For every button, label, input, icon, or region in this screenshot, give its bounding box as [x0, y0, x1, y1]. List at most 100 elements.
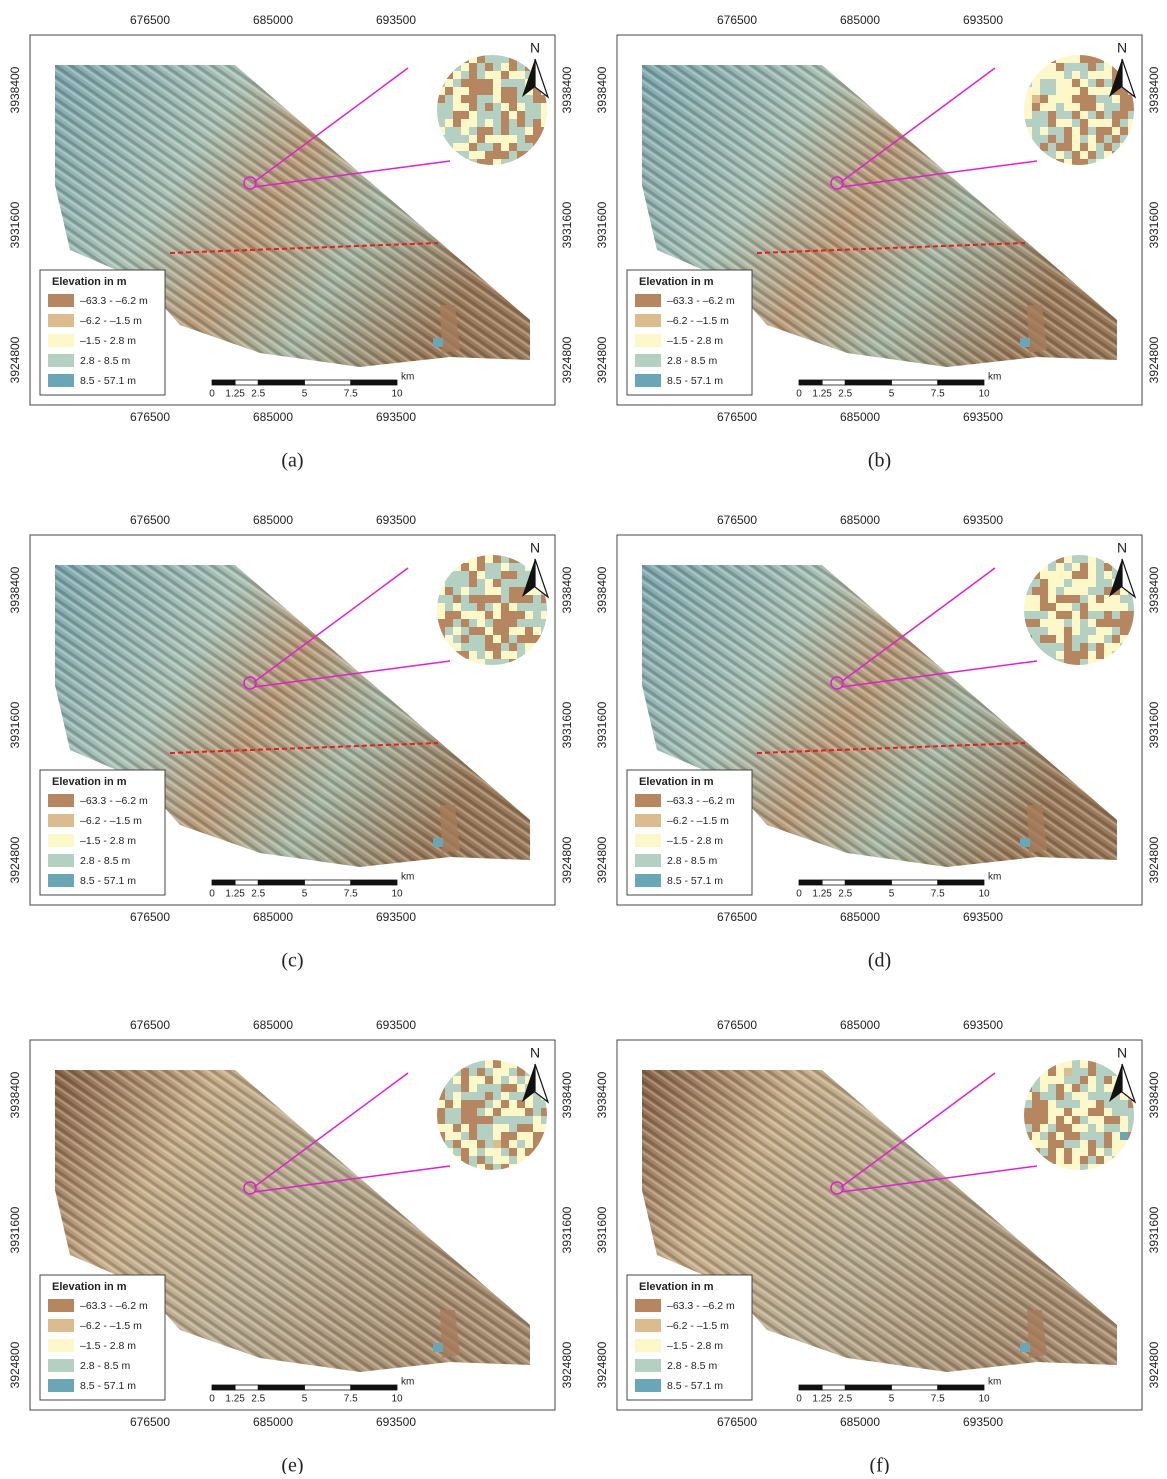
zoom-pixel: [1088, 95, 1096, 103]
zoom-pixel: [1048, 571, 1056, 579]
zoom-pixel: [1088, 635, 1096, 643]
zoom-pixel: [453, 603, 461, 611]
zoom-pixel: [1072, 143, 1080, 151]
map-panel: N676500685000693500676500685000693500393…: [595, 1018, 1161, 1474]
zoom-pixel: [509, 103, 517, 111]
zoom-pixel: [469, 151, 477, 159]
zoom-pixel: [1096, 587, 1104, 595]
zoom-pixel: [445, 1124, 453, 1132]
zoom-pixel: [1056, 1108, 1064, 1116]
scale-label: 1.25: [812, 889, 832, 900]
zoom-pixel: [1064, 111, 1072, 119]
scale-label: 10: [391, 1394, 403, 1405]
zoom-pixel: [1024, 1116, 1032, 1124]
legend-swatch: [635, 1299, 661, 1312]
legend-label: 8.5 - 57.1 m: [80, 875, 136, 887]
scale-segment: [258, 380, 304, 385]
zoom-pixel: [477, 127, 485, 135]
zoom-pixel: [485, 595, 493, 603]
zoom-pixel: [1048, 1084, 1056, 1092]
scale-label: 0: [796, 889, 802, 900]
zoom-pixel: [1088, 1140, 1096, 1148]
zoom-pixel: [477, 1132, 485, 1140]
zoom-pixel: [1072, 1076, 1080, 1084]
scale-segment: [258, 1385, 304, 1390]
x-tick-label: 693500: [963, 410, 1003, 424]
zoom-pixel: [1024, 1108, 1032, 1116]
zoom-pixel: [1064, 119, 1072, 127]
zoom-pixel: [1048, 127, 1056, 135]
zoom-pixel: [1112, 135, 1120, 143]
zoom-pixel: [517, 79, 525, 87]
zoom-pixel: [1120, 619, 1128, 627]
scale-segment: [799, 880, 822, 885]
map-panel: N676500685000693500676500685000693500393…: [8, 513, 574, 971]
legend-swatch: [48, 874, 74, 887]
zoom-pixel: [469, 103, 477, 111]
zoom-pixel: [1120, 627, 1128, 635]
zoom-pixel: [485, 1100, 493, 1108]
x-tick-label: 693500: [376, 410, 416, 424]
zoom-pixel: [1088, 63, 1096, 71]
zoom-pixel: [477, 579, 485, 587]
zoom-pixel: [1080, 595, 1088, 603]
legend-label: –6.2 - –1.5 m: [667, 1320, 729, 1332]
zoom-pixel: [493, 1156, 501, 1164]
zoom-pixel: [485, 103, 493, 111]
zoom-pixel: [1072, 603, 1080, 611]
zoom-pixel: [509, 651, 517, 659]
x-tick-label: 685000: [840, 910, 880, 924]
zoom-pixel: [1088, 1156, 1096, 1164]
zoom-pixel: [1056, 619, 1064, 627]
zoom-pixel: [1088, 563, 1096, 571]
zoom-pixel: [517, 1100, 525, 1108]
y-tick-label: 3924800: [1147, 1341, 1161, 1388]
zoom-pixel: [1040, 95, 1048, 103]
zoom-pixel: [453, 127, 461, 135]
zoom-pixel: [501, 63, 509, 71]
scale-unit: km: [401, 372, 414, 383]
legend-label: –63.3 - –6.2 m: [80, 795, 148, 807]
zoom-pixel: [501, 1092, 509, 1100]
zoom-pixel: [1032, 95, 1040, 103]
zoom-pixel: [1120, 95, 1128, 103]
zoom-pixel: [493, 571, 501, 579]
zoom-pixel: [1032, 79, 1040, 87]
zoom-pixel: [1104, 571, 1112, 579]
y-tick-label: 3931600: [1147, 201, 1161, 248]
zoom-pixel: [509, 135, 517, 143]
zoom-pixel: [1088, 87, 1096, 95]
zoom-pixel: [493, 87, 501, 95]
zoom-pixel: [1080, 579, 1088, 587]
scale-segment: [938, 880, 984, 885]
zoom-pixel: [501, 95, 509, 103]
scale-label: 5: [889, 1394, 895, 1405]
scale-label: 0: [209, 389, 215, 400]
zoom-pixel: [533, 595, 541, 603]
x-tick-label: 685000: [840, 1018, 880, 1032]
zoom-pixel: [1064, 151, 1072, 159]
zoom-pixel: [517, 95, 525, 103]
scale-label: 2.5: [251, 1394, 265, 1405]
zoom-pixel: [445, 579, 453, 587]
zoom-pixel: [1088, 135, 1096, 143]
zoom-pixel: [1088, 1108, 1096, 1116]
zoom-pixel: [1048, 611, 1056, 619]
zoom-pixel: [509, 1108, 517, 1116]
zoom-pixel: [509, 1084, 517, 1092]
scale-label: 5: [889, 889, 895, 900]
x-tick-label: 685000: [840, 1415, 880, 1429]
scale-segment: [351, 1385, 397, 1390]
y-tick-label: 3924800: [595, 836, 609, 883]
zoom-pixel: [461, 119, 469, 127]
zoom-pixel: [1048, 595, 1056, 603]
zoom-pixel: [1080, 587, 1088, 595]
scale-segment: [351, 880, 397, 885]
zoom-pixel: [1072, 555, 1080, 563]
panel-caption: (a): [281, 450, 303, 472]
zoom-pixel: [1072, 643, 1080, 651]
zoom-pixel: [469, 1132, 477, 1140]
x-tick-label: 685000: [253, 1018, 293, 1032]
zoom-pixel: [1056, 79, 1064, 87]
scale-segment: [845, 1385, 891, 1390]
